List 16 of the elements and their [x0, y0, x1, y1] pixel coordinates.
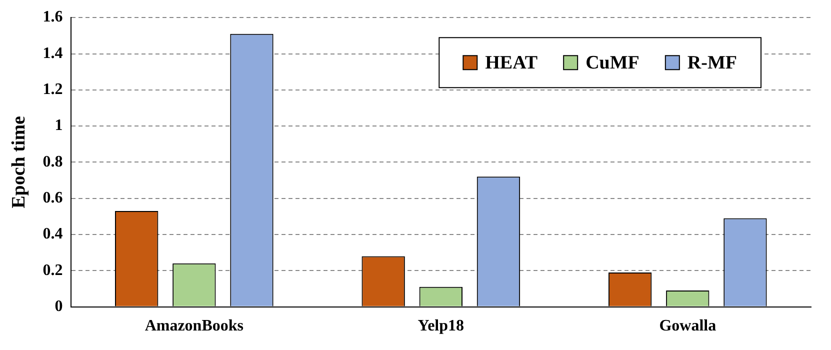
y-tick-label: 1.4: [42, 44, 63, 62]
y-tick-label: 0.2: [42, 262, 63, 279]
legend-label: R-MF: [687, 52, 738, 74]
y-tick-label: 0.6: [42, 189, 63, 206]
legend-label: CuMF: [586, 52, 640, 74]
x-tick-label: Gowalla: [659, 318, 716, 335]
y-axis-title: Epoch time: [8, 116, 30, 208]
y-tick-label: 0: [54, 298, 63, 315]
y-tick-label: 0.4: [42, 226, 63, 243]
legend-label: HEAT: [485, 52, 538, 74]
x-tick-label: Yelp18: [418, 318, 464, 335]
y-tick-label: 0.8: [42, 153, 63, 170]
y-tick-label: 1.2: [42, 81, 63, 98]
x-tick-label: AmazonBooks: [144, 318, 244, 335]
y-tick-label: 1: [54, 117, 63, 134]
y-tick-label: 1.6: [42, 8, 63, 26]
